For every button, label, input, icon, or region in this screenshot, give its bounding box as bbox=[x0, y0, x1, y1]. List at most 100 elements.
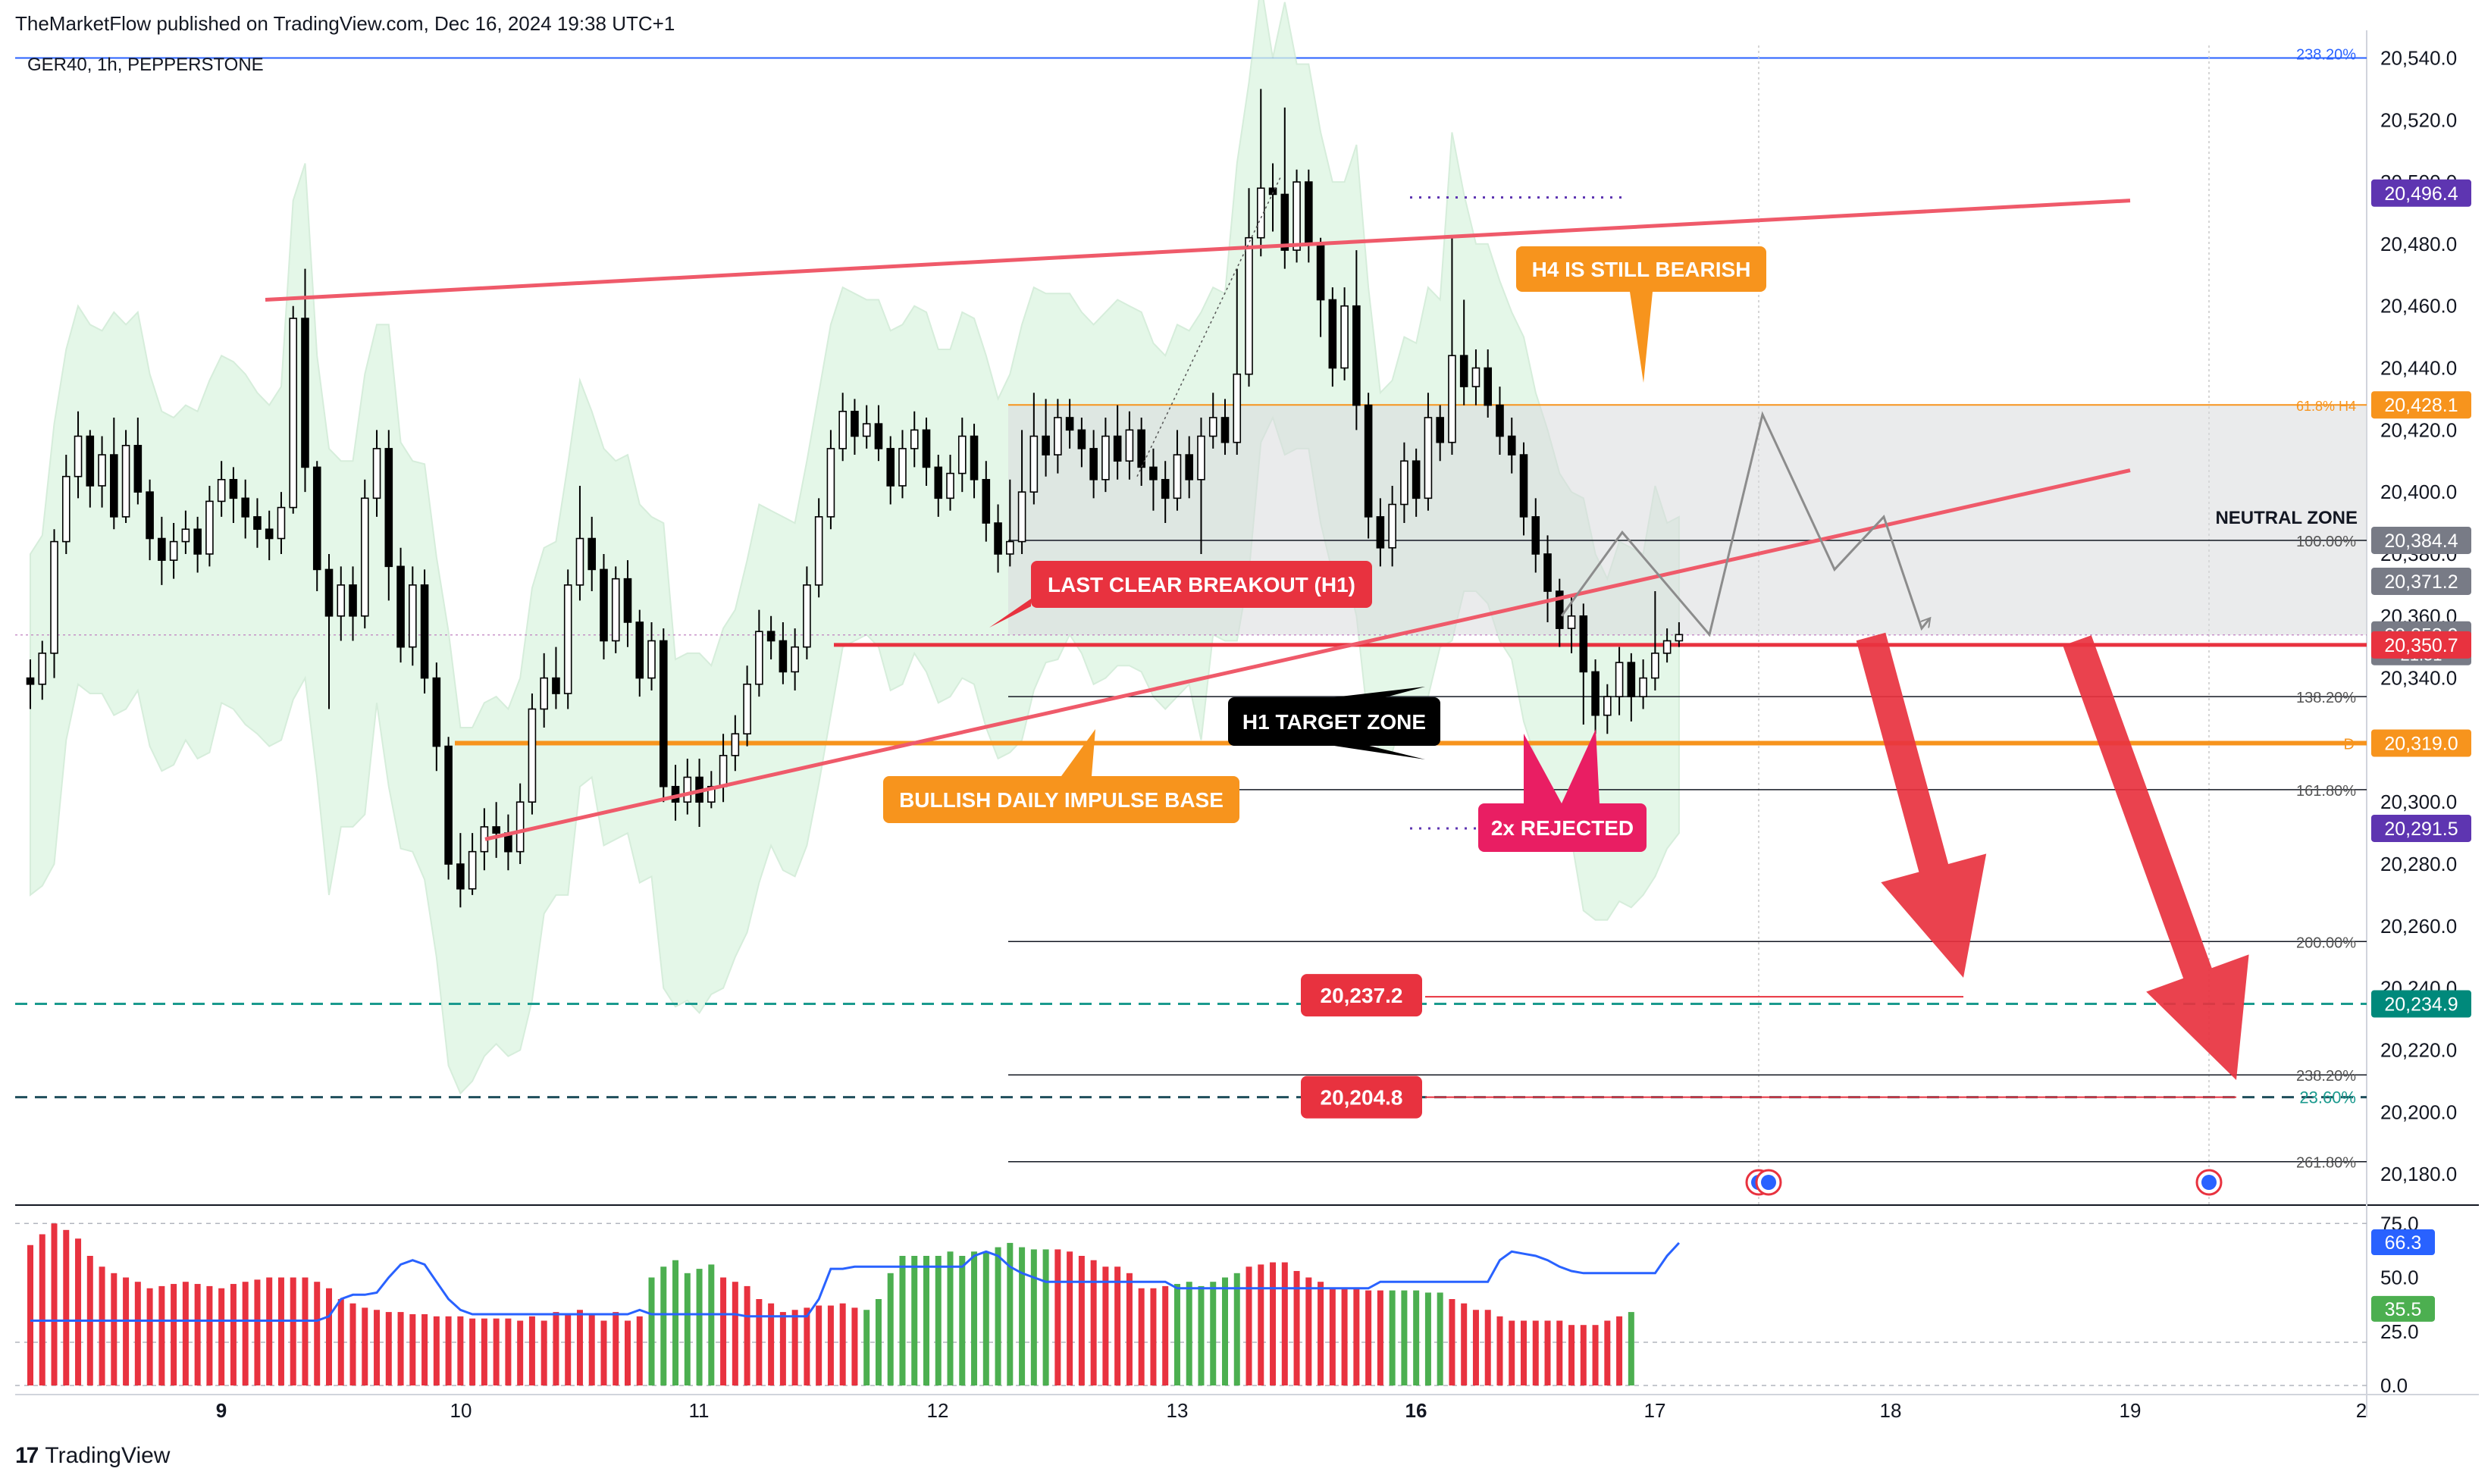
price-tag-bg-0 bbox=[2371, 179, 2471, 207]
rejected-pointer-1 bbox=[1524, 734, 1562, 803]
hist-bar-105 bbox=[1281, 1262, 1288, 1385]
candle-body-4 bbox=[74, 435, 83, 477]
candle-body-92 bbox=[1125, 429, 1134, 462]
hist-tag-text: 35.5 bbox=[2385, 1299, 2422, 1320]
candle-body-71 bbox=[874, 423, 883, 449]
hist-bar-24 bbox=[314, 1282, 321, 1385]
hist-bar-78 bbox=[959, 1256, 966, 1385]
footer-brand[interactable]: 17 TradingView bbox=[15, 1443, 170, 1469]
hist-bar-130 bbox=[1580, 1325, 1587, 1385]
hist-bar-89 bbox=[1090, 1260, 1097, 1385]
hist-bar-28 bbox=[362, 1307, 368, 1385]
hist-bar-67 bbox=[827, 1305, 834, 1385]
hist-bar-101 bbox=[1233, 1273, 1240, 1385]
price-tag-7: 20,291.5 bbox=[2371, 814, 2471, 842]
ind-y-tick-2: 25.0 bbox=[2380, 1320, 2419, 1343]
price-tag-1: 20,428.1 bbox=[2371, 391, 2471, 419]
candle-body-89 bbox=[1089, 448, 1098, 481]
x-tick-2: 11 bbox=[689, 1399, 710, 1422]
candle-body-27 bbox=[349, 584, 357, 617]
x-tick-3: 12 bbox=[927, 1399, 949, 1422]
candle-body-101 bbox=[1233, 373, 1242, 443]
hist-bar-26 bbox=[337, 1299, 344, 1385]
hist-bar-50 bbox=[625, 1320, 631, 1385]
candle-body-97 bbox=[1185, 454, 1194, 481]
price-tag-bg-3 bbox=[2371, 567, 2471, 595]
fib-label-6: 261.80% bbox=[2296, 1155, 2356, 1172]
hist-bar-88 bbox=[1078, 1256, 1085, 1385]
hist-bar-121 bbox=[1472, 1310, 1479, 1385]
candle-body-85 bbox=[1042, 435, 1050, 456]
candle-body-68 bbox=[838, 410, 847, 449]
candle-body-45 bbox=[563, 584, 572, 694]
candle-body-18 bbox=[241, 497, 249, 518]
candle-body-1 bbox=[38, 653, 47, 685]
event-icon-2-core bbox=[1761, 1175, 1776, 1190]
hist-bar-36 bbox=[457, 1316, 464, 1385]
x-tick-0: 9 bbox=[216, 1399, 227, 1422]
candle-body-108 bbox=[1316, 243, 1325, 301]
hist-bar-44 bbox=[553, 1312, 559, 1385]
hist-bar-75 bbox=[923, 1256, 929, 1385]
y-tick-1: 20,200.0 bbox=[2380, 1100, 2457, 1123]
y-tick-2: 20,220.0 bbox=[2380, 1038, 2457, 1061]
candle-body-22 bbox=[289, 318, 298, 509]
candle-body-99 bbox=[1208, 417, 1217, 437]
hist-bar-52 bbox=[648, 1277, 655, 1385]
x-tick-7: 18 bbox=[1880, 1399, 1902, 1422]
hist-bar-128 bbox=[1556, 1320, 1563, 1385]
price-tag-3: 20,371.2 bbox=[2371, 567, 2471, 595]
hist-bar-29 bbox=[374, 1310, 381, 1385]
target1-label-bg bbox=[1301, 974, 1422, 1017]
candle-body-43 bbox=[540, 677, 548, 710]
hist-bar-69 bbox=[851, 1307, 858, 1385]
candle-body-63 bbox=[779, 640, 788, 673]
hist-bar-25 bbox=[326, 1288, 332, 1385]
hist-bar-118 bbox=[1437, 1292, 1443, 1385]
y-tick-15: 20,480.0 bbox=[2380, 233, 2457, 255]
candle-body-67 bbox=[826, 448, 835, 518]
candle-body-23 bbox=[301, 318, 309, 468]
candle-body-41 bbox=[515, 801, 525, 853]
candle-body-34 bbox=[432, 677, 441, 747]
x-tick-8: 19 bbox=[2120, 1399, 2142, 1422]
candle-body-14 bbox=[193, 528, 202, 555]
candle-body-87 bbox=[1065, 417, 1074, 431]
candle-body-2 bbox=[50, 540, 58, 654]
candle-body-7 bbox=[110, 454, 118, 518]
hist-bar-73 bbox=[899, 1256, 906, 1385]
candle-body-61 bbox=[755, 631, 763, 685]
price-tag-text-1: 20,428.1 bbox=[2384, 395, 2458, 416]
hist-bar-23 bbox=[302, 1277, 309, 1385]
hist-bar-27 bbox=[349, 1303, 356, 1385]
y-tick-18: 20,540.0 bbox=[2380, 46, 2457, 69]
hist-bar-94 bbox=[1150, 1288, 1157, 1385]
hist-bar-39 bbox=[493, 1318, 500, 1385]
tradingview-logo-icon: 17 bbox=[15, 1443, 39, 1468]
candle-body-9 bbox=[133, 444, 143, 493]
price-tag-5: 20,350.7 bbox=[2371, 631, 2471, 659]
hist-bar-47 bbox=[588, 1313, 595, 1385]
price-tag-bg-8 bbox=[2371, 990, 2471, 1018]
candle-body-109 bbox=[1328, 299, 1337, 369]
hist-bar-86 bbox=[1054, 1249, 1061, 1385]
candle-body-84 bbox=[1029, 435, 1039, 493]
publish-header: TheMarketFlow published on TradingView.c… bbox=[15, 12, 675, 35]
hist-bar-110 bbox=[1341, 1288, 1348, 1385]
target1-label-text: 20,237.2 bbox=[1321, 984, 1403, 1007]
y-tick-4: 20,260.0 bbox=[2380, 915, 2457, 938]
hist-bar-32 bbox=[409, 1313, 416, 1385]
candle-body-78 bbox=[957, 435, 967, 474]
hist-bar-55 bbox=[684, 1273, 691, 1385]
hist-bar-12 bbox=[171, 1284, 177, 1385]
hist-bar-60 bbox=[744, 1285, 750, 1385]
candle-body-105 bbox=[1280, 193, 1289, 251]
y-tick-6: 20,300.0 bbox=[2380, 791, 2457, 813]
candle-body-123 bbox=[1496, 404, 1504, 437]
fib-label-top: 238.20% bbox=[2296, 46, 2356, 63]
h4-bearish-label-text: H4 IS STILL BEARISH bbox=[1532, 258, 1751, 281]
candle-body-50 bbox=[623, 578, 632, 623]
candle-body-100 bbox=[1220, 417, 1230, 443]
candle-body-20 bbox=[265, 528, 274, 540]
